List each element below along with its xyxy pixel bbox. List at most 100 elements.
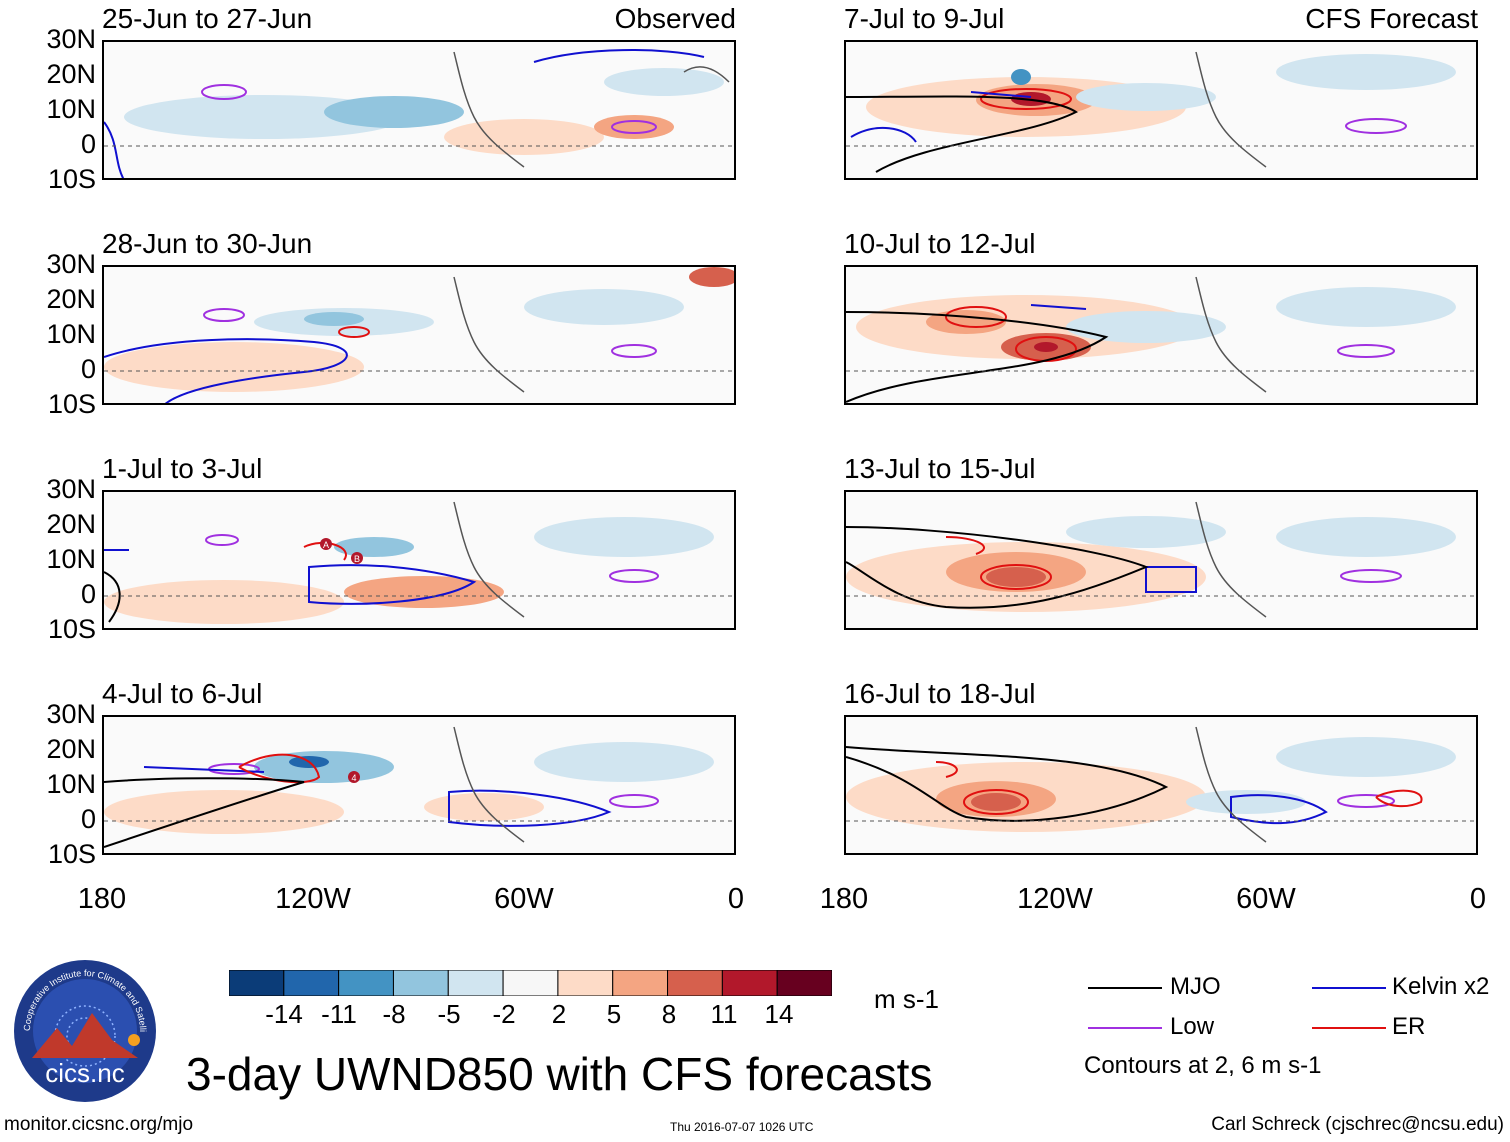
colorbar-swatch xyxy=(557,969,614,997)
map-graphic: 4 xyxy=(104,726,734,848)
storm-marker-4 xyxy=(348,771,360,783)
panel-title: 13-Jul to 15-Jul xyxy=(844,453,1036,484)
map-graphic xyxy=(104,49,734,178)
lon-label: 180 xyxy=(819,883,869,915)
map-graphic xyxy=(846,276,1476,403)
colorbar-swatch xyxy=(667,969,723,997)
panel-title: 28-Jun to 30-Jun xyxy=(102,228,313,259)
colorbar-label: 5 xyxy=(606,999,622,1029)
panel-title: 7-Jul to 9-Jul xyxy=(844,3,1005,34)
author-credit: Carl Schreck (cjschrec@ncsu.edu) xyxy=(1211,1114,1504,1135)
lat-label: 0 xyxy=(80,804,96,834)
legend-label-mjo: MJO xyxy=(1170,973,1221,1000)
lat-label: 30N xyxy=(46,699,96,729)
lat-label: 10N xyxy=(46,94,96,124)
colorbar-swatch xyxy=(283,969,340,997)
lon-label: 60W xyxy=(494,883,554,915)
colorbar-label: -8 xyxy=(382,999,406,1029)
column-label-observed: Observed xyxy=(614,3,736,34)
map-panel xyxy=(844,715,1478,855)
lat-label: 10S xyxy=(47,839,96,869)
lon-label: 0 xyxy=(1469,883,1487,915)
lat-label: 0 xyxy=(80,129,96,159)
timestamp: Thu 2016-07-07 1026 UTC xyxy=(670,1120,814,1134)
map-panel xyxy=(844,40,1478,180)
map-graphic xyxy=(104,267,734,403)
lat-label: 10N xyxy=(46,319,96,349)
colorbar-swatch xyxy=(447,969,504,997)
colorbar-graphic xyxy=(228,969,833,997)
colorbar-label: -11 xyxy=(321,999,357,1029)
panel-title: 16-Jul to 18-Jul xyxy=(844,678,1036,709)
colorbar-units: m s-1 xyxy=(874,984,939,1014)
map-panel xyxy=(844,490,1478,630)
lon-label: 120W xyxy=(275,883,351,915)
map-graphic xyxy=(846,726,1476,843)
map-panel: 4 xyxy=(102,715,736,855)
cics-logo: Cooperative Institute for Climate and Sa… xyxy=(9,950,158,1104)
map-graphic xyxy=(846,51,1476,173)
colorbar-swatch xyxy=(502,969,559,997)
lat-label: 30N xyxy=(46,249,96,279)
storm-label: A xyxy=(323,540,329,550)
legend-swatch-mjo xyxy=(1088,987,1162,989)
lat-label: 0 xyxy=(80,354,96,384)
map-graphic xyxy=(846,501,1476,618)
lat-label: 0 xyxy=(80,579,96,609)
lat-label: 10S xyxy=(47,614,96,644)
colorbar-label: 14 xyxy=(764,999,794,1029)
lat-label: 30N xyxy=(46,24,96,54)
lat-label: 20N xyxy=(46,734,96,764)
lat-label: 10N xyxy=(46,769,96,799)
panel-title: 1-Jul to 3-Jul xyxy=(102,453,263,484)
colorbar-label: 2 xyxy=(551,999,567,1029)
colorbar xyxy=(228,969,833,997)
colorbar-label: 8 xyxy=(661,999,677,1029)
colorbar-label: 11 xyxy=(710,999,738,1029)
colorbar-swatch xyxy=(776,969,833,997)
colorbar-label: -5 xyxy=(437,999,461,1029)
legend-note: Contours at 2, 6 m s-1 xyxy=(1084,1052,1322,1079)
panel-title: 25-Jun to 27-Jun xyxy=(102,3,313,34)
lon-label: 120W xyxy=(1017,883,1093,915)
map-panel xyxy=(102,265,736,405)
legend-label-low: Low xyxy=(1170,1013,1215,1040)
column-label-forecast: CFS Forecast xyxy=(1305,3,1478,34)
colorbar-swatch xyxy=(721,969,778,997)
panel-title: 10-Jul to 12-Jul xyxy=(844,228,1036,259)
map-panel xyxy=(102,40,736,180)
colorbar-swatch xyxy=(338,969,394,997)
legend-label-kelvin: Kelvin x2 xyxy=(1392,973,1490,1000)
legend-swatch-er xyxy=(1312,1027,1386,1029)
lat-label: 20N xyxy=(46,59,96,89)
figure-title: 3-day UWND850 with CFS forecasts xyxy=(186,1048,933,1100)
storm-label: B xyxy=(354,554,360,564)
lat-label: 10S xyxy=(47,389,96,419)
colorbar-swatch xyxy=(392,969,449,997)
lat-label: 30N xyxy=(46,474,96,504)
map-panel xyxy=(844,265,1478,405)
logo-text: cics.nc xyxy=(45,1058,124,1088)
legend-swatch-low xyxy=(1088,1027,1162,1029)
storm-marker-a xyxy=(320,538,332,550)
lat-label: 20N xyxy=(46,509,96,539)
map-panel: A B xyxy=(102,490,736,630)
lon-label: 180 xyxy=(77,883,127,915)
colorbar-swatch xyxy=(228,969,285,997)
colorbar-label: -14 xyxy=(265,999,303,1029)
colorbar-label: -2 xyxy=(492,999,516,1029)
lat-label: 10S xyxy=(47,164,96,194)
logo-graphic: Cooperative Institute for Climate and Sa… xyxy=(9,950,156,1102)
lon-label: 0 xyxy=(727,883,745,915)
colorbar-swatch xyxy=(612,969,669,997)
lon-label: 60W xyxy=(1236,883,1296,915)
storm-marker-b xyxy=(351,552,363,564)
lat-label: 20N xyxy=(46,284,96,314)
legend-label-er: ER xyxy=(1392,1013,1426,1040)
source-url: monitor.cicsnc.org/mjo xyxy=(4,1114,194,1135)
lat-label: 10N xyxy=(46,544,96,574)
panel-title: 4-Jul to 6-Jul xyxy=(102,678,263,709)
legend-swatch-kelvin xyxy=(1312,987,1386,989)
map-graphic: A B xyxy=(104,501,734,624)
storm-label: 4 xyxy=(351,773,356,783)
